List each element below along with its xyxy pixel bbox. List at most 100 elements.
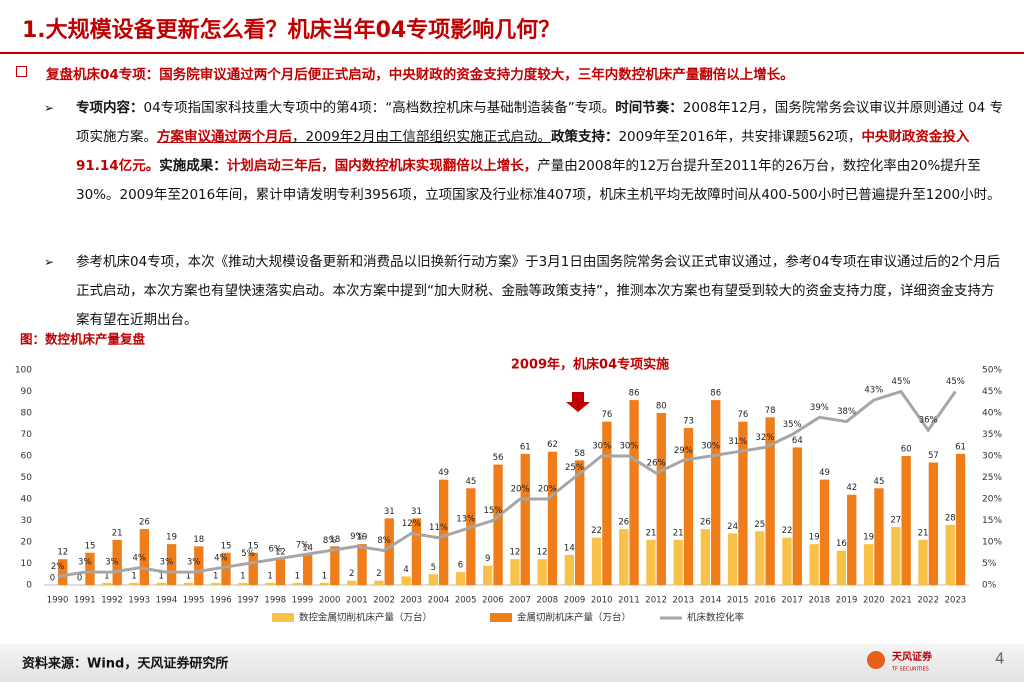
x-tick-label: 2006 bbox=[482, 596, 504, 606]
lead-content: 复盘机床04专项：国务院审议通过两个月后便正式启动，中央财政的资金支持力度较大，… bbox=[46, 67, 794, 83]
x-tick-label: 2018 bbox=[809, 596, 831, 606]
data-label: 1 bbox=[267, 571, 272, 581]
bar bbox=[656, 413, 666, 585]
x-tick-label: 2013 bbox=[673, 596, 695, 606]
logo-text: 天风证券 bbox=[892, 650, 933, 663]
x-tick-label: 1994 bbox=[156, 596, 178, 606]
data-label: 12 bbox=[537, 548, 548, 558]
page-number: 4 bbox=[995, 650, 1005, 668]
bar bbox=[265, 582, 275, 585]
bar bbox=[166, 544, 177, 585]
data-label: 30% bbox=[701, 442, 720, 452]
bar bbox=[58, 559, 68, 585]
data-label: 20% bbox=[538, 485, 557, 495]
bar bbox=[466, 488, 476, 585]
x-tick-label: 2000 bbox=[319, 596, 341, 606]
data-label: 3% bbox=[187, 558, 201, 568]
data-label: 61 bbox=[955, 442, 966, 452]
lead-text: 复盘机床04专项：国务院审议通过两个月后便正式启动，中央财政的资金支持力度较大，… bbox=[16, 63, 1006, 83]
data-label: 5% bbox=[241, 549, 255, 559]
y-tick-label: 20 bbox=[21, 538, 33, 548]
bar bbox=[156, 582, 166, 585]
bar bbox=[819, 479, 830, 585]
y-tick-label: 30 bbox=[21, 516, 33, 526]
x-tick-label: 2007 bbox=[509, 596, 531, 606]
data-label: 28 bbox=[945, 513, 956, 523]
y2-tick-label: 35% bbox=[982, 430, 1002, 440]
bar bbox=[591, 537, 602, 585]
bar bbox=[510, 559, 520, 585]
text-run: 计划启动三年后，国内数控机床实现翻倍以上增长， bbox=[226, 158, 538, 174]
x-tick-label: 1992 bbox=[101, 596, 123, 606]
logo-subtext: TF SECURITIES bbox=[891, 667, 929, 673]
data-label: 19 bbox=[166, 533, 177, 543]
x-tick-label: 2021 bbox=[890, 596, 912, 606]
data-label: 26 bbox=[139, 518, 150, 528]
bar bbox=[836, 550, 847, 585]
data-label: 7% bbox=[296, 540, 310, 550]
x-tick-label: 2017 bbox=[781, 596, 803, 606]
x-tick-label: 2020 bbox=[863, 596, 885, 606]
bar bbox=[928, 462, 939, 585]
slide-title: 1.大规模设备更新怎么看？机床当年04专项影响几何？ bbox=[22, 18, 561, 43]
bar bbox=[809, 544, 819, 585]
data-label: 12 bbox=[275, 548, 286, 558]
data-label: 39% bbox=[810, 403, 829, 413]
data-label: 38% bbox=[837, 407, 856, 417]
data-label: 2 bbox=[349, 569, 354, 579]
bar bbox=[738, 421, 748, 585]
data-label: 1 bbox=[104, 571, 109, 581]
data-label: 14 bbox=[302, 543, 313, 553]
x-tick-label: 2005 bbox=[455, 596, 477, 606]
x-tick-label: 2016 bbox=[754, 596, 776, 606]
data-label: 14 bbox=[564, 543, 575, 553]
data-label: 3% bbox=[78, 558, 92, 568]
x-tick-label: 2012 bbox=[645, 596, 667, 606]
data-label: 30% bbox=[619, 442, 638, 452]
y2-tick-label: 15% bbox=[982, 516, 1002, 526]
arrow-bullet: ➢ bbox=[44, 255, 55, 269]
data-label: 42 bbox=[846, 483, 857, 493]
bar bbox=[275, 559, 286, 585]
data-label: 19 bbox=[357, 533, 368, 543]
bar bbox=[112, 539, 122, 585]
y-tick-label: 40 bbox=[21, 495, 33, 505]
bar bbox=[918, 539, 928, 585]
y-tick-label: 70 bbox=[21, 430, 33, 440]
data-label: 21 bbox=[646, 528, 657, 538]
bar bbox=[194, 546, 204, 585]
bar bbox=[700, 529, 711, 585]
bar bbox=[411, 518, 422, 585]
footer-bar bbox=[0, 644, 1024, 682]
y-tick-label: 10 bbox=[21, 559, 33, 569]
data-label: 21 bbox=[673, 528, 684, 538]
y-tick-label: 100 bbox=[15, 366, 32, 376]
data-label: 60 bbox=[901, 445, 912, 455]
data-label: 20% bbox=[511, 485, 530, 495]
text-run: 2008年12月，国务院常务会议审议并原则通过 04 专项实施方案。 bbox=[76, 100, 1004, 145]
bar bbox=[302, 554, 313, 585]
legend-swatch bbox=[490, 613, 512, 622]
x-tick-label: 1999 bbox=[292, 596, 314, 606]
bar bbox=[238, 582, 248, 585]
arrow-bullet: ➢ bbox=[44, 101, 55, 115]
data-label: 12% bbox=[402, 519, 421, 529]
data-label: 8% bbox=[377, 536, 391, 546]
data-label: 1 bbox=[240, 571, 245, 581]
bar bbox=[292, 582, 302, 585]
data-label: 3% bbox=[105, 558, 119, 568]
bar bbox=[564, 554, 575, 585]
data-label: 25% bbox=[565, 463, 584, 473]
x-tick-label: 1996 bbox=[210, 596, 232, 606]
data-label: 9% bbox=[350, 532, 364, 542]
legend-swatch bbox=[272, 613, 294, 622]
data-label: 11% bbox=[429, 523, 448, 533]
bar bbox=[765, 417, 775, 585]
bar bbox=[945, 524, 955, 585]
data-label: 49 bbox=[819, 468, 830, 478]
y-tick-label: 0 bbox=[26, 581, 32, 591]
bar bbox=[646, 539, 656, 585]
legend-label: 金属切削机床产量（万台） bbox=[517, 612, 631, 624]
